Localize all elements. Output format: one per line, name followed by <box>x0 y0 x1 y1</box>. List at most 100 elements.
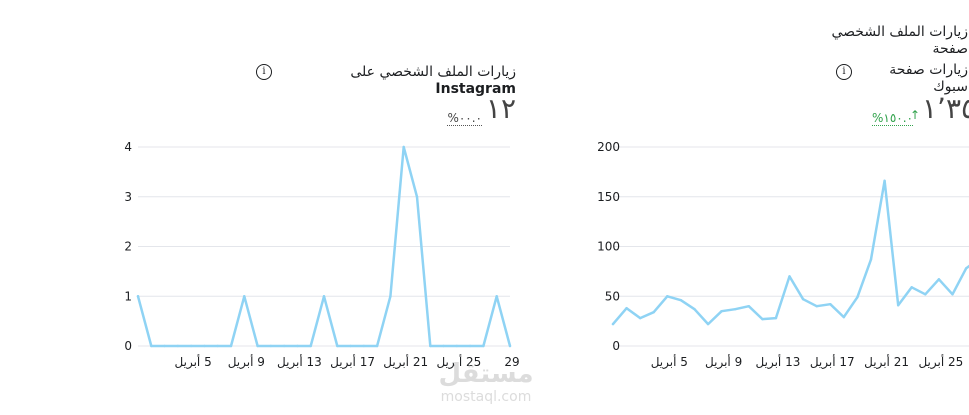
instagram-visits-line-chart: 0 1 2 3 4 5 أبريل 9 أبريل 13 أبريل 17 أبريل 21 أب… <box>124 140 519 370</box>
y-tick-label: 0 <box>124 339 132 353</box>
data-point <box>336 344 339 348</box>
data-point <box>282 344 286 348</box>
data-point <box>964 267 968 270</box>
data-point <box>269 344 273 348</box>
metric-value: ١٬٣٥ <box>922 92 969 125</box>
data-point <box>243 295 246 298</box>
data-point <box>216 344 219 348</box>
data-point <box>896 304 900 307</box>
data-point <box>256 344 259 348</box>
data-point <box>189 344 193 348</box>
facebook-visits-line-chart: 0 50 100 150 200 5 أبريل 9 أبريل 13 أبريل 17 أبر… <box>597 140 969 370</box>
data-point <box>856 296 859 299</box>
info-icon[interactable]: i <box>256 64 272 80</box>
y-tick-label: 100 <box>597 240 620 254</box>
data-point <box>788 275 791 278</box>
y-tick-label: 150 <box>597 190 620 204</box>
data-point <box>937 278 941 281</box>
data-point <box>203 344 206 348</box>
card-title: زيارات الملف الشخصي صفحة زيارات صفحة سبو… <box>768 24 968 96</box>
x-tick-label: 5 أبريل <box>651 354 688 370</box>
x-tick-label: 5 أبريل <box>175 354 212 370</box>
data-point <box>375 344 379 348</box>
metric-change: ١٥٠.٠% <box>872 111 914 126</box>
data-point <box>296 344 299 348</box>
data-point <box>482 344 485 348</box>
data-point <box>229 344 233 348</box>
data-point <box>508 344 512 348</box>
x-tick-label: 17 أبريل <box>330 354 375 370</box>
data-point <box>362 344 366 348</box>
x-tick-label: 17 أبريل <box>810 354 855 370</box>
data-point <box>747 305 750 308</box>
data-point <box>349 344 352 348</box>
data-point <box>638 316 642 320</box>
x-tick-label: 29 <box>504 355 519 369</box>
arrow-up-icon: ↑ <box>910 108 921 122</box>
info-icon[interactable]: i <box>836 64 852 80</box>
data-point <box>924 293 927 296</box>
data-point <box>734 307 737 311</box>
data-point <box>136 295 140 298</box>
data-point <box>869 258 873 261</box>
y-tick-label: 4 <box>124 140 132 154</box>
data-point <box>842 315 846 319</box>
data-point <box>442 344 445 348</box>
series-line <box>611 179 969 326</box>
data-point <box>495 295 498 298</box>
card-title-line-1: زيارات الملف الشخصي <box>831 24 968 40</box>
y-tick-label: 3 <box>124 190 132 204</box>
mostaql-watermark: مستقل mostaql.com <box>426 360 546 406</box>
x-tick-label: 9 أبريل <box>705 354 742 370</box>
card-title-line-2: صفحة <box>932 41 968 57</box>
data-point <box>309 344 312 348</box>
y-tick-label: 1 <box>124 289 132 303</box>
facebook-page-visits-card: زيارات الملف الشخصي صفحة زيارات صفحة سبو… <box>570 0 969 415</box>
data-point <box>163 344 166 348</box>
data-point <box>666 295 669 298</box>
x-tick-label: 25 أبريل <box>918 354 963 370</box>
x-tick-label: 25 أبريل <box>436 354 481 370</box>
x-tick-label: 9 أبريل <box>228 354 265 370</box>
y-tick-label: 2 <box>124 240 132 254</box>
x-tick-label: 21 أبريل <box>383 354 428 370</box>
data-point <box>468 344 472 348</box>
data-point <box>951 293 954 296</box>
x-tick-label: 13 أبريل <box>277 354 322 370</box>
data-point <box>910 286 913 289</box>
y-tick-label: 0 <box>612 339 620 353</box>
data-point <box>611 322 615 326</box>
metric-change: ٠٠.٠% <box>447 111 482 126</box>
data-point <box>429 344 432 348</box>
x-tick-label: 21 أبريل <box>864 354 909 370</box>
data-point <box>720 309 723 313</box>
card-title-line-2: Instagram <box>435 81 516 97</box>
data-point <box>679 299 683 302</box>
data-point <box>150 344 153 348</box>
watermark-logo: مستقل <box>438 359 534 389</box>
data-point <box>801 298 805 301</box>
data-point <box>322 295 326 298</box>
data-point <box>706 322 710 326</box>
card-title-line-1: زيارات الملف الشخصي على <box>350 64 516 80</box>
data-point <box>625 306 628 310</box>
data-point <box>829 303 832 306</box>
x-tick-label: 13 أبريل <box>756 354 801 370</box>
card-title-line-4: سبوك <box>933 79 968 95</box>
data-point <box>652 310 655 314</box>
data-point <box>883 179 886 183</box>
card-title: زيارات الملف الشخصي على Instagram <box>316 64 516 98</box>
y-tick-label: 50 <box>605 289 620 303</box>
data-point <box>815 305 818 308</box>
instagram-profile-visits-card: زيارات الملف الشخصي على Instagram i ١٢ ٠… <box>100 0 530 415</box>
data-point <box>176 344 180 348</box>
data-point <box>415 195 419 198</box>
metric-value: ١٢ <box>485 92 516 125</box>
card-title-line-3: زيارات صفحة <box>889 62 968 78</box>
watermark-site: mostaql.com <box>440 389 532 405</box>
data-point <box>761 317 764 321</box>
y-tick-label: 200 <box>597 140 620 154</box>
data-point <box>402 145 405 149</box>
data-point <box>389 295 392 298</box>
data-point <box>455 344 459 348</box>
